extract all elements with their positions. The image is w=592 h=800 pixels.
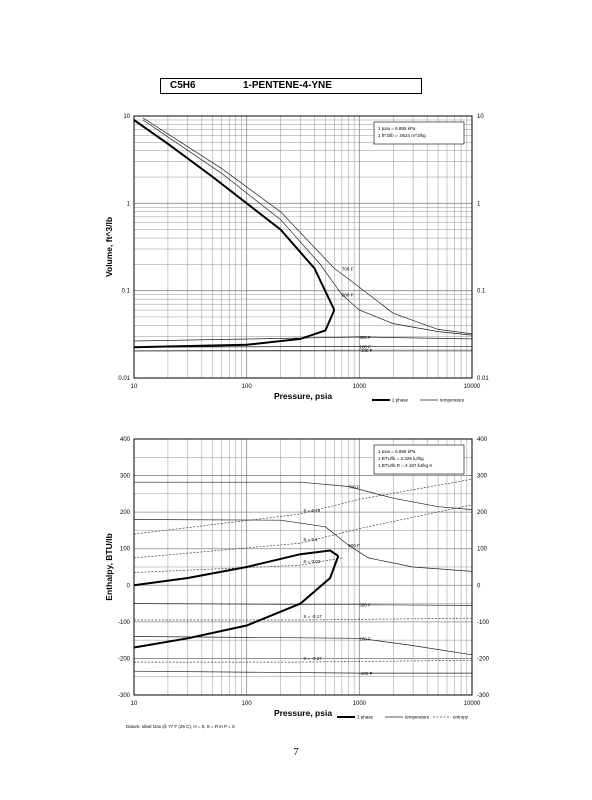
y-tick-label: 200 xyxy=(120,510,131,516)
y-tick-label: 0.1 xyxy=(122,289,131,295)
y-tick-label-right: -300 xyxy=(477,693,490,699)
isotherm-line xyxy=(133,349,472,352)
chemical-formula: C5H6 xyxy=(170,80,196,91)
x-tick-label: 1000 xyxy=(353,701,367,707)
isotherm-line xyxy=(133,519,473,572)
x-tick-label: 10000 xyxy=(464,384,481,390)
dome-upper-curve xyxy=(133,119,336,311)
datum-footnote: Datum: Ideal Gas @ 77 F (25 C), H = 0, S… xyxy=(126,724,235,729)
y-axis-label: Volume, ft^3/lb xyxy=(104,217,114,277)
plot-frame xyxy=(133,115,473,379)
note-frame xyxy=(373,121,465,145)
legend-label: 2 phase xyxy=(357,715,374,720)
entropy-label: S = 0.02 xyxy=(303,559,320,564)
y-tick-label-right: 1 xyxy=(477,201,481,207)
y-tick-label-right: 300 xyxy=(477,474,488,480)
isotherm-label: 100 F xyxy=(359,636,371,641)
conversion-note-box: 1 psia = 6.895 kPa 1 ft^3/lb = .0624 m^3/… xyxy=(373,121,465,145)
isotherm-line xyxy=(134,481,473,510)
isotherm-line xyxy=(133,603,473,606)
title-box: C5H6 1-PENTENE-4-YNE xyxy=(160,78,422,94)
y-tick-label-right: 0.01 xyxy=(477,376,489,382)
conversion-note: 1 BTU/lb = 2.326 kJ/kg xyxy=(378,456,424,461)
entropy-line xyxy=(134,617,473,621)
conversion-note: 1 psia = 6.895 kPa xyxy=(378,126,416,131)
dome-lower-curve xyxy=(133,555,340,649)
y-tick-label-right: 0.1 xyxy=(477,289,486,295)
isotherm-line xyxy=(142,119,473,336)
y-tick-label: 0 xyxy=(127,583,131,589)
isotherm-label: 500 F xyxy=(342,293,354,298)
isotherm-label: -100 F xyxy=(359,348,372,353)
isotherm-line xyxy=(133,670,472,674)
y-tick-label-right: 100 xyxy=(477,547,488,553)
isotherm-line xyxy=(133,336,473,342)
y-tick-label: 400 xyxy=(120,437,131,443)
y-tick-label: -300 xyxy=(118,693,131,699)
isotherm-line xyxy=(133,346,473,348)
isotherm-label: 300 F xyxy=(359,603,371,608)
conversion-note: 1 ft^3/lb = .0624 m^3/kg xyxy=(378,133,426,138)
page-number: 7 xyxy=(293,746,299,758)
y-tick-label: 10 xyxy=(123,114,130,120)
y-tick-label: 100 xyxy=(120,547,131,553)
entropy-line xyxy=(134,659,473,663)
isotherm-line xyxy=(142,117,473,335)
isotherm-line xyxy=(133,636,473,656)
plot-frame xyxy=(133,438,473,696)
isotherm-label: 500 F xyxy=(348,543,360,548)
x-tick-label: 10 xyxy=(131,384,138,390)
y-tick-label-right: -200 xyxy=(477,656,490,662)
legend-label: entropy xyxy=(453,715,469,720)
isotherm-label: 300 F xyxy=(359,335,371,340)
entropy-label: S = 0.18 xyxy=(303,508,320,513)
entropy-label: S = 0.1 xyxy=(303,537,318,542)
y-tick-label-right: -100 xyxy=(477,620,490,626)
conversion-note-box: 1 psia = 6.895 kPa 1 BTU/lb = 2.326 kJ/kg… xyxy=(373,444,465,475)
y-tick-label: 0.01 xyxy=(118,376,130,382)
x-tick-label: 100 xyxy=(242,701,253,707)
y-tick-label-right: 400 xyxy=(477,437,488,443)
note-frame xyxy=(373,444,465,475)
x-tick-label: 10 xyxy=(131,701,138,707)
y-tick-label-right: 10 xyxy=(477,114,484,120)
y-tick-label: -100 xyxy=(118,620,131,626)
y-tick-label-right: 200 xyxy=(477,510,488,516)
conversion-note: 1 BTU/lb R = 4.187 kJ/kg K xyxy=(378,463,432,468)
dome-lower-curve xyxy=(133,309,336,349)
isotherm-label: -100 F xyxy=(359,671,372,676)
x-tick-label: 1000 xyxy=(353,384,367,390)
x-tick-label: 10000 xyxy=(464,701,481,707)
x-axis-label: Pressure, psia xyxy=(274,708,332,718)
entropy-label: S = -0.27 xyxy=(303,656,322,661)
compound-name: 1-PENTENE-4-YNE xyxy=(243,80,332,91)
isotherm-label: 100 F xyxy=(359,344,371,349)
isotherm-label: 700 F xyxy=(348,485,360,490)
legend-label: temperature xyxy=(440,398,465,403)
dome-upper-curve xyxy=(133,549,339,587)
entropy-label: S = -0.17 xyxy=(303,614,322,619)
y-tick-label-right: 0 xyxy=(477,583,481,589)
y-tick-label: 300 xyxy=(120,474,131,480)
conversion-note: 1 psia = 6.895 kPa xyxy=(378,449,416,454)
legend-label: temperature xyxy=(405,715,430,720)
legend-label: 2 phase xyxy=(392,398,409,403)
volume-chart: 10 100 1000 10000 0.01 0.01 0.1 0.1 1 1 10 10 Pressu… xyxy=(104,114,489,403)
x-tick-label: 100 xyxy=(242,384,253,390)
y-tick-label: -200 xyxy=(118,656,131,662)
entropy-line xyxy=(133,478,473,535)
legend: 2 phase temperature xyxy=(372,398,465,403)
isotherm-label: 700 F xyxy=(342,266,354,271)
x-axis-label: Pressure, psia xyxy=(274,391,332,401)
y-axis-label: Enthalpy, BTU/lb xyxy=(104,533,114,600)
entropy-line xyxy=(133,504,473,559)
y-tick-label: 1 xyxy=(127,201,131,207)
legend: 2 phase temperature entropy xyxy=(337,715,469,720)
